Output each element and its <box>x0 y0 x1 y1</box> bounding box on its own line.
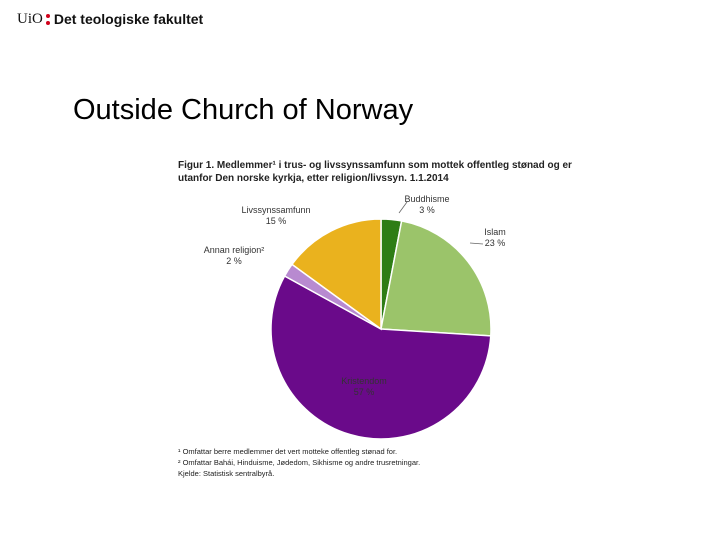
slide-title: Outside Church of Norway <box>73 94 414 126</box>
logo-uio-text: UiO <box>17 10 43 27</box>
footnote-2: ² Omfattar Bahái, Hinduisme, Jødedom, Si… <box>178 458 421 467</box>
slice-name-label: Livssynssamfunn <box>241 205 310 215</box>
chart-title: Figur 1. Medlemmer¹ i trus- og livssynss… <box>178 159 578 185</box>
pie-slice-kristendom <box>270 274 492 440</box>
chart-title-line-1: Figur 1. Medlemmer¹ i trus- og livssynss… <box>178 160 572 171</box>
slice-value-label: 3 % <box>419 205 435 215</box>
slice-name-label: Kristendom <box>341 376 387 386</box>
slice-value-label: 23 % <box>485 238 506 248</box>
pie-slice-livssynssamfunn <box>290 218 382 331</box>
uio-logo: UiO Det teologiske fakultet <box>17 9 203 29</box>
footnote-source: Kjelde: Statistisk sentralbyrå. <box>178 469 275 478</box>
footnote-1: ¹ Omfattar berre medlemmer det vert mott… <box>178 447 398 456</box>
chart-footnotes: ¹ Omfattar berre medlemmer det vert mott… <box>178 446 420 479</box>
slice-name-label: Islam <box>484 227 506 237</box>
leader-line <box>469 242 484 245</box>
slice-value-label: 57 % <box>354 387 375 397</box>
pie-slice-islam <box>380 220 492 337</box>
leader-line <box>398 201 408 214</box>
logo-dots-icon <box>45 13 50 25</box>
chart-title-line-2: utanfor Den norske kyrkja, etter religio… <box>178 173 449 184</box>
slice-name-label: Annan religion² <box>204 245 265 255</box>
slice-value-label: 2 % <box>226 256 242 266</box>
slice-value-label: 15 % <box>266 216 287 226</box>
faculty-name: Det teologiske fakultet <box>53 11 204 27</box>
slice-name-label: Buddhisme <box>404 194 449 204</box>
